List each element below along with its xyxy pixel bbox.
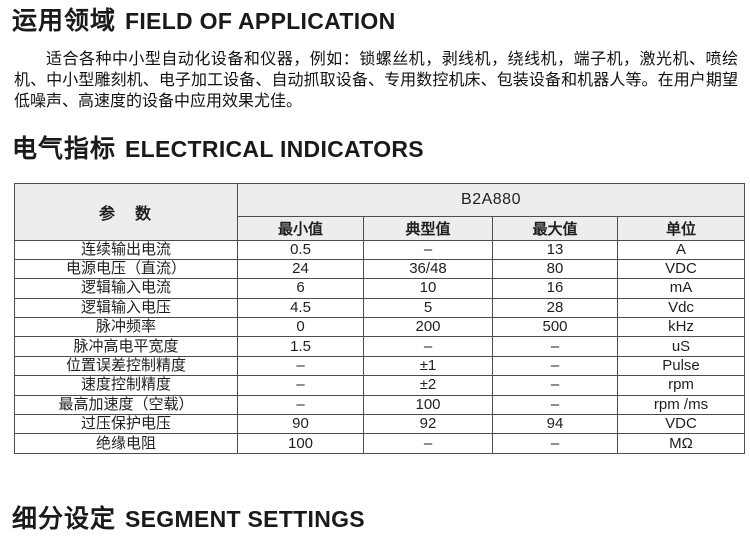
table-row: 位置误差控制精度 – ±1 – Pulse xyxy=(14,355,745,377)
typ-cell: – xyxy=(363,433,493,454)
max-cell: – xyxy=(492,375,618,396)
unit-cell: Vdc xyxy=(617,297,745,319)
application-title-zh: 运用领域 xyxy=(12,7,117,35)
section-title-electrical: 电气指标 ELECTRICAL INDICATORS xyxy=(0,128,750,165)
table-row: 脉冲频率 0 200 500 kHz xyxy=(14,317,745,338)
application-description: 适合各种中小型自动化设备和仪器，例如：锁螺丝机，剥线机，绕线机，端子机，激光机、… xyxy=(14,51,738,111)
typ-cell: 10 xyxy=(363,278,493,299)
param-cell: 逻辑输入电流 xyxy=(14,278,238,299)
min-cell: 24 xyxy=(237,258,364,280)
column-header-max: 最大值 xyxy=(492,215,618,241)
param-cell: 绝缘电阻 xyxy=(14,433,238,454)
param-cell: 过压保护电压 xyxy=(14,414,238,435)
electrical-indicators-table: 参 数 B2A880 最小值 典型值 最大值 单位 连续输出电流 0.5 – 1… xyxy=(14,182,745,454)
min-cell: 0 xyxy=(237,317,364,338)
min-cell: 6 xyxy=(237,278,364,299)
table-row: 脉冲高电平宽度 1.5 – – uS xyxy=(14,336,745,357)
segment-title-en: SEGMENT SETTINGS xyxy=(125,505,365,532)
table-row: 逻辑输入电压 4.5 5 28 Vdc xyxy=(14,297,745,319)
application-title-en: FIELD OF APPLICATION xyxy=(125,8,396,34)
table-row: 绝缘电阻 100 – – MΩ xyxy=(14,433,745,454)
param-cell: 脉冲高电平宽度 xyxy=(14,336,238,357)
unit-cell: Pulse xyxy=(617,355,745,377)
param-cell: 电源电压（直流） xyxy=(14,258,238,280)
min-cell: 90 xyxy=(237,414,364,435)
max-cell: 94 xyxy=(492,414,618,435)
section-title-application: 运用领域 FIELD OF APPLICATION xyxy=(0,0,750,37)
max-cell: 500 xyxy=(492,317,618,338)
column-header-min: 最小值 xyxy=(237,215,364,241)
unit-cell: rpm xyxy=(617,375,745,396)
typ-cell: 5 xyxy=(363,297,493,319)
table-header-row-columns: 最小值 典型值 最大值 单位 xyxy=(15,215,745,241)
min-cell: – xyxy=(237,375,364,396)
typ-cell: 92 xyxy=(363,414,493,435)
min-cell: – xyxy=(237,394,364,416)
column-header-typ: 典型值 xyxy=(363,215,493,241)
unit-cell: VDC xyxy=(617,258,745,280)
min-cell: – xyxy=(237,355,364,377)
typ-cell: – xyxy=(363,239,493,260)
unit-cell: VDC xyxy=(617,414,745,435)
typ-cell: 200 xyxy=(363,317,493,338)
max-cell: 13 xyxy=(492,239,618,260)
table-row: 过压保护电压 90 92 94 VDC xyxy=(14,414,745,435)
max-cell: – xyxy=(492,336,618,357)
max-cell: 16 xyxy=(492,278,618,299)
typ-cell: ±2 xyxy=(363,375,493,396)
table-row: 逻辑输入电流 6 10 16 mA xyxy=(14,278,745,299)
min-cell: 1.5 xyxy=(237,336,364,357)
param-cell: 脉冲频率 xyxy=(14,317,238,338)
model-header-cell: B2A880 xyxy=(237,182,745,217)
unit-cell: uS xyxy=(617,336,745,357)
max-cell: – xyxy=(492,433,618,454)
table-row: 最高加速度（空载） – 100 – rpm /ms xyxy=(14,394,745,416)
max-cell: – xyxy=(492,394,618,416)
unit-cell: mA xyxy=(617,278,745,299)
section-title-segment: 细分设定 SEGMENT SETTINGS xyxy=(0,498,750,535)
typ-cell: 36/48 xyxy=(363,258,493,280)
electrical-title-zh: 电气指标 xyxy=(12,135,117,164)
table-row: 电源电压（直流） 24 36/48 80 VDC xyxy=(14,258,745,280)
unit-cell: MΩ xyxy=(617,433,745,454)
typ-cell: – xyxy=(363,336,493,357)
segment-title-zh: 细分设定 xyxy=(12,504,117,533)
param-header-cell: 参 数 xyxy=(14,182,238,241)
max-cell: – xyxy=(492,355,618,377)
param-cell: 逻辑输入电压 xyxy=(14,297,238,319)
param-cell: 速度控制精度 xyxy=(14,375,238,396)
electrical-title-en: ELECTRICAL INDICATORS xyxy=(125,136,424,163)
spec-document: 运用领域 FIELD OF APPLICATION 适合各种中小型自动化设备和仪… xyxy=(0,0,750,535)
unit-cell: kHz xyxy=(617,317,745,338)
unit-cell: A xyxy=(617,239,745,260)
column-header-unit: 单位 xyxy=(617,215,745,241)
typ-cell: ±1 xyxy=(363,355,493,377)
min-cell: 4.5 xyxy=(237,297,364,319)
table-row: 连续输出电流 0.5 – 13 A xyxy=(14,239,745,260)
max-cell: 80 xyxy=(492,258,618,280)
max-cell: 28 xyxy=(492,297,618,319)
param-cell: 连续输出电流 xyxy=(14,239,238,260)
table-row: 速度控制精度 – ±2 – rpm xyxy=(14,375,745,396)
unit-cell: rpm /ms xyxy=(617,394,745,416)
param-cell: 位置误差控制精度 xyxy=(14,355,238,377)
typ-cell: 100 xyxy=(363,394,493,416)
table-header-row-model: 参 数 B2A880 xyxy=(14,182,745,241)
min-cell: 100 xyxy=(237,433,364,454)
min-cell: 0.5 xyxy=(237,239,364,260)
param-cell: 最高加速度（空载） xyxy=(14,394,238,416)
